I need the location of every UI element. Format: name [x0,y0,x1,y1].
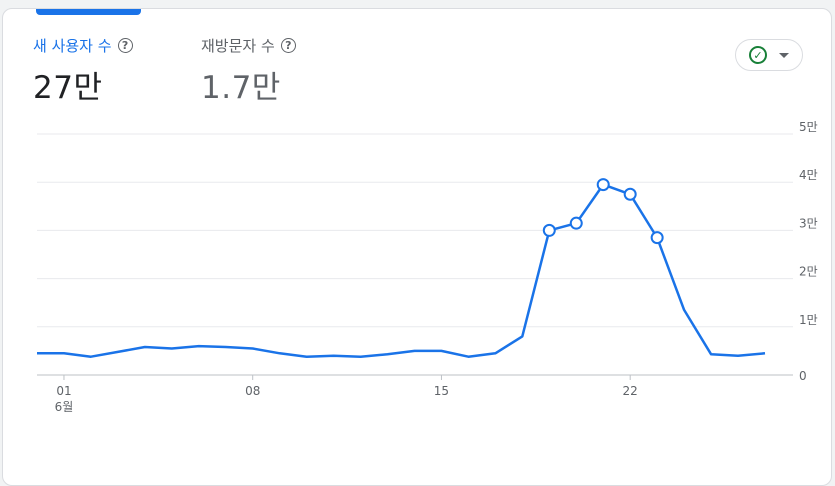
y-tick-label: 1만 [799,313,818,327]
help-circle-icon[interactable]: ? [280,38,296,53]
active-tab-indicator [36,9,141,15]
line-chart: 0 1만 2만 3만 4만 5만 01 08 15 22 6월 [37,120,818,414]
metrics-card: 새 사용자 수 ? 27만 재방문자 수 ? 1.7만 ✓ 0 1만 2만 3만 4만 5… [2,8,832,486]
metric-returning-visitors-value: 1.7만 [201,70,281,106]
data-point[interactable] [569,216,583,230]
metric-new-users[interactable]: 새 사용자 수 ? 27만 [33,35,133,107]
x-tick-label: 22 [623,384,638,398]
metric-returning-visitors-label: 재방문자 수 [201,37,275,55]
y-tick-label: 0 [799,369,807,383]
data-point[interactable] [596,178,610,192]
check-circle-icon: ✓ [749,46,767,64]
x-tick-label: 01 [56,384,71,398]
metric-new-users-label: 새 사용자 수 [33,37,112,55]
caret-down-icon [779,52,789,58]
metric-returning-visitors[interactable]: 재방문자 수 ? 1.7만 [201,35,296,107]
data-point[interactable] [542,223,556,237]
y-tick-label: 3만 [799,216,818,230]
data-point[interactable] [650,231,664,245]
x-tick-label: 15 [434,384,449,398]
metric-new-users-value: 27만 [33,70,103,106]
x-month-label: 6월 [55,400,74,414]
series-line [37,183,766,358]
y-tick-label: 2만 [799,265,818,279]
x-tick-label: 08 [245,384,260,398]
compare-dropdown-button[interactable]: ✓ [735,39,803,71]
help-circle-icon[interactable]: ? [117,38,133,53]
y-tick-label: 4만 [799,168,818,182]
data-point[interactable] [623,187,637,201]
y-tick-label: 5만 [799,120,818,134]
